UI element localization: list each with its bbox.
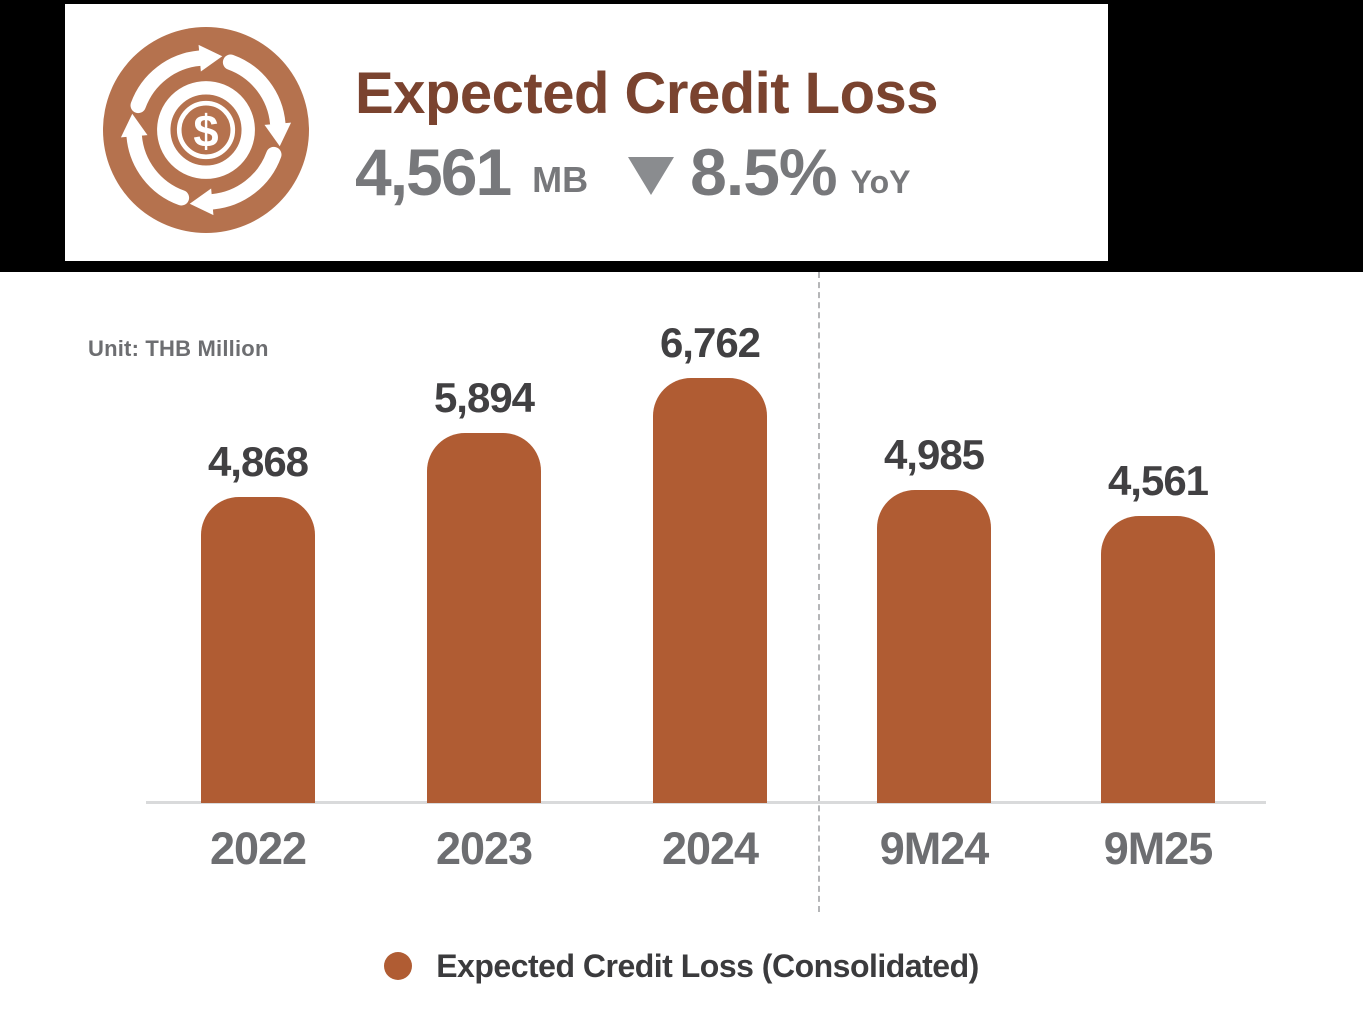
legend-label: Expected Credit Loss (Consolidated) — [436, 947, 979, 984]
bar-2023 — [427, 433, 541, 803]
stat-period: YoY — [850, 163, 911, 200]
bar-value-label: 6,762 — [659, 319, 761, 366]
bar-value-label: 4,868 — [207, 438, 309, 485]
bar-2024 — [653, 378, 767, 803]
svg-text:$: $ — [193, 105, 218, 156]
period-separator-line — [818, 272, 820, 912]
header-text: Expected Credit Loss 4,561 MB 8.5% YoY — [355, 61, 939, 210]
header-card: $ Expected Credit Loss 4,561 MB 8.5% YoY — [65, 4, 1108, 261]
stat-change: 8.5% — [690, 135, 837, 210]
bar-value-label: 4,561 — [1107, 457, 1209, 504]
bar-2022 — [201, 497, 315, 803]
x-axis-label: 9M25 — [1103, 823, 1214, 874]
x-axis-label: 2023 — [435, 823, 533, 874]
bar-value-label: 4,985 — [883, 431, 985, 478]
plot: 4,868 5,894 6,762 4,985 4,561 — [0, 272, 1363, 803]
money-cycle-icon: $ — [103, 27, 309, 238]
legend-marker — [384, 952, 413, 980]
x-axis-label: 2024 — [661, 823, 759, 874]
x-axis-label: 2022 — [209, 823, 307, 874]
chart-area: Unit: THB Million 4,868 5,894 6,762 4,985 4,… — [0, 272, 1363, 1033]
stat-row: 4,561 MB 8.5% YoY — [355, 135, 938, 210]
stat-unit: MB — [532, 158, 589, 200]
bar-9M25 — [1101, 516, 1215, 803]
x-axis-label: 9M24 — [879, 823, 990, 874]
down-triangle-icon — [628, 156, 675, 195]
header-band: $ Expected Credit Loss 4,561 MB 8.5% YoY — [0, 0, 1363, 272]
bar-9M24 — [877, 490, 991, 803]
legend: Expected Credit Loss (Consolidated) — [0, 944, 1363, 988]
page-title: Expected Credit Loss — [355, 61, 939, 127]
unit-label: Unit: THB Million — [88, 336, 269, 361]
bar-value-label: 5,894 — [433, 374, 535, 421]
stat-value: 4,561 — [355, 135, 512, 210]
